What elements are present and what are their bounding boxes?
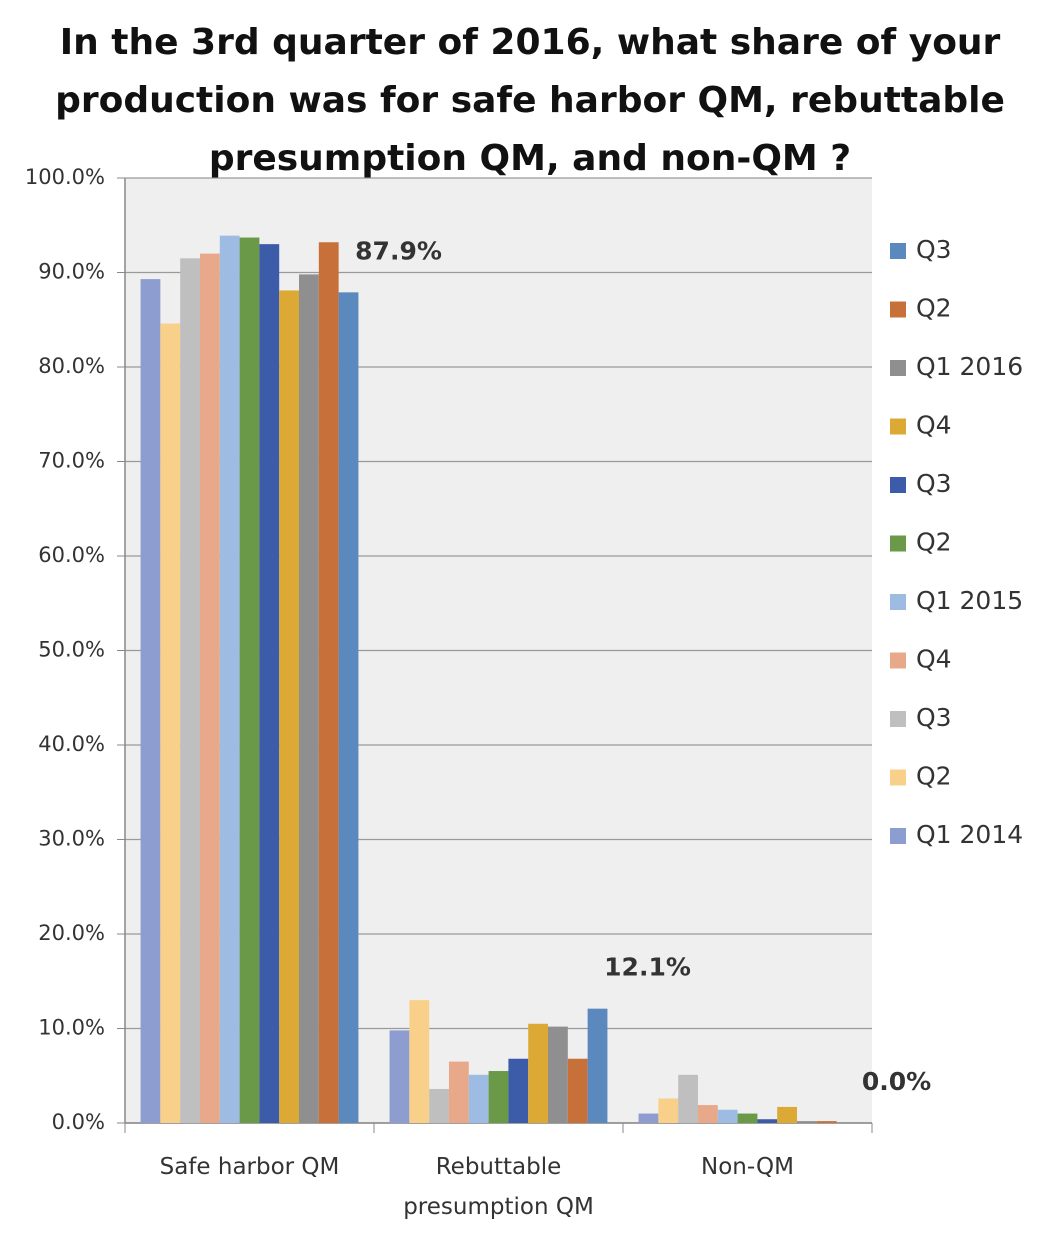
x-tick-label: Rebuttable presumption QM [403, 1154, 594, 1220]
legend-label: Q3 [916, 703, 952, 732]
bar [797, 1121, 817, 1123]
legend-swatch [890, 477, 906, 493]
legend-swatch [890, 360, 906, 376]
bar [219, 235, 240, 1123]
bar [259, 244, 280, 1123]
bar [548, 1026, 568, 1123]
bar [409, 1000, 430, 1123]
bar [448, 1061, 469, 1123]
legend-label: Q4 [916, 645, 952, 674]
data-label: 12.1% [604, 953, 691, 982]
y-tick-label: 60.0% [38, 543, 105, 567]
data-label: 0.0% [862, 1067, 931, 1096]
bar [338, 292, 359, 1124]
bar [279, 290, 300, 1124]
bar [697, 1105, 718, 1123]
y-tick-label: 90.0% [38, 260, 105, 284]
y-tick-label: 30.0% [38, 827, 105, 851]
bar [757, 1119, 778, 1123]
legend-swatch [890, 711, 906, 727]
legend-label: Q1 2016 [916, 352, 1023, 381]
bar [567, 1058, 588, 1123]
bar [488, 1071, 509, 1123]
bar [468, 1074, 489, 1123]
bar [777, 1106, 798, 1123]
bar [678, 1074, 698, 1123]
bar [658, 1098, 679, 1123]
legend-label: Q3 [916, 469, 952, 498]
legend-swatch [890, 243, 906, 259]
bar [160, 323, 181, 1123]
y-tick-label: 100.0% [25, 165, 105, 189]
bar [528, 1023, 549, 1123]
legend-swatch [890, 535, 906, 552]
legend-swatch [890, 301, 906, 318]
bar [717, 1109, 738, 1123]
legend-swatch [890, 594, 906, 610]
legend-swatch [890, 418, 906, 435]
bar [239, 237, 260, 1123]
y-tick-label: 80.0% [38, 354, 105, 378]
bar [299, 274, 319, 1123]
bar [429, 1088, 449, 1123]
bar [389, 1030, 410, 1123]
y-tick-label: 0.0% [52, 1110, 105, 1134]
x-tick-label: Non-QM [701, 1154, 794, 1180]
chart-title: In the 3rd quarter of 2016, what share o… [55, 22, 1005, 179]
bar [180, 258, 200, 1123]
y-tick-label: 50.0% [38, 638, 105, 662]
bar [140, 279, 161, 1123]
legend-label: Q4 [916, 411, 952, 440]
legend-swatch [890, 769, 906, 786]
bar [508, 1058, 529, 1123]
legend-label: Q2 [916, 294, 952, 323]
legend-label: Q2 [916, 762, 952, 791]
legend-label: Q1 2015 [916, 586, 1023, 615]
bar [199, 253, 220, 1124]
bar [318, 242, 339, 1123]
legend-label: Q3 [916, 235, 952, 264]
bar [638, 1113, 659, 1123]
bar [737, 1113, 758, 1123]
x-tick-label: Safe harbor QM [159, 1154, 340, 1180]
data-label: 87.9% [355, 236, 442, 265]
legend-swatch [890, 652, 906, 669]
legend-label: Q1 2014 [916, 820, 1023, 849]
y-tick-label: 40.0% [38, 732, 105, 756]
y-tick-label: 10.0% [38, 1016, 105, 1040]
y-tick-label: 70.0% [38, 449, 105, 473]
bar [587, 1008, 608, 1123]
legend-swatch [890, 828, 906, 844]
bar [816, 1121, 837, 1123]
y-tick-label: 20.0% [38, 921, 105, 945]
legend-label: Q2 [916, 528, 952, 557]
